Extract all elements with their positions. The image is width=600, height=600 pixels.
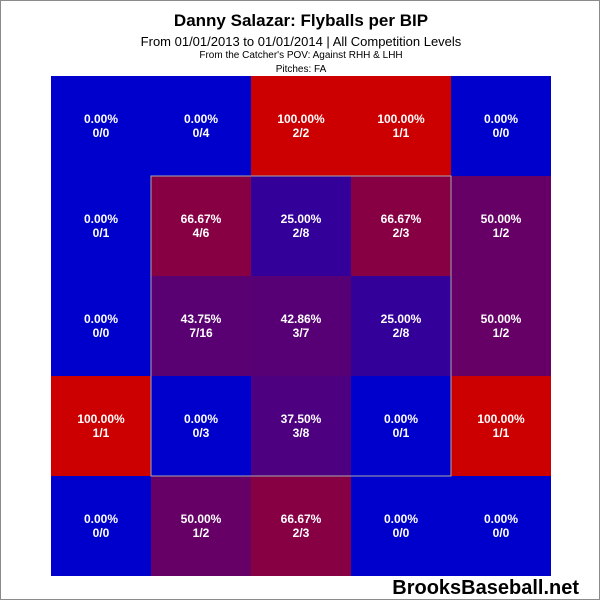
brand-watermark: BrooksBaseball.net bbox=[392, 577, 579, 599]
cell-pct-label: 0.00% bbox=[184, 112, 218, 126]
heatmap-cell-r3-c1 bbox=[151, 376, 251, 476]
cell-pct-label: 0.00% bbox=[84, 212, 118, 226]
cell-pct-label: 100.00% bbox=[377, 112, 425, 126]
heatmap-cell-r0-c4 bbox=[451, 76, 551, 176]
heatmap-cell-r1-c4 bbox=[451, 176, 551, 276]
heatmap-cell-r2-c4 bbox=[451, 276, 551, 376]
heatmap-cell-r0-c1 bbox=[151, 76, 251, 176]
pitches-line: Pitches: FA bbox=[275, 64, 327, 75]
cell-ratio-label: 0/1 bbox=[393, 426, 410, 440]
cell-pct-label: 100.00% bbox=[77, 412, 125, 426]
cell-pct-label: 50.00% bbox=[481, 312, 522, 326]
cell-pct-label: 25.00% bbox=[381, 312, 422, 326]
cell-ratio-label: 0/0 bbox=[93, 126, 110, 140]
strike-zone-outline bbox=[150, 175, 452, 477]
cell-ratio-label: 3/8 bbox=[293, 426, 310, 440]
cell-ratio-label: 1/2 bbox=[493, 326, 510, 340]
pov-line: From the Catcher's POV: Against RHH & LH… bbox=[199, 50, 403, 61]
cell-ratio-label: 2/3 bbox=[293, 526, 310, 540]
heatmap-cell-r2-c0 bbox=[51, 276, 151, 376]
cell-ratio-label: 2/8 bbox=[393, 326, 410, 340]
cell-ratio-label: 2/8 bbox=[293, 226, 310, 240]
heatmap-cell-r1-c2 bbox=[251, 176, 351, 276]
cell-pct-label: 0.00% bbox=[84, 112, 118, 126]
heatmap-cell-r4-c3 bbox=[351, 476, 451, 576]
cell-ratio-label: 0/0 bbox=[493, 126, 510, 140]
cell-pct-label: 0.00% bbox=[84, 512, 118, 526]
cell-ratio-label: 1/1 bbox=[493, 426, 510, 440]
cell-pct-label: 66.67% bbox=[281, 512, 322, 526]
cell-ratio-label: 0/0 bbox=[93, 526, 110, 540]
heatmap-cell-r0-c3 bbox=[351, 76, 451, 176]
cell-ratio-label: 0/0 bbox=[393, 526, 410, 540]
cell-ratio-label: 0/0 bbox=[93, 326, 110, 340]
heatmap-cell-r2-c3 bbox=[351, 276, 451, 376]
heatmap-cell-r1-c3 bbox=[351, 176, 451, 276]
cell-pct-label: 0.00% bbox=[184, 412, 218, 426]
heatmap-cell-r3-c0 bbox=[51, 376, 151, 476]
heatmap-cell-r4-c2 bbox=[251, 476, 351, 576]
cell-ratio-label: 2/2 bbox=[293, 126, 310, 140]
cell-ratio-label: 0/0 bbox=[493, 526, 510, 540]
cell-ratio-label: 0/3 bbox=[193, 426, 210, 440]
cell-pct-label: 43.75% bbox=[181, 312, 222, 326]
cell-pct-label: 66.67% bbox=[181, 212, 222, 226]
cell-ratio-label: 1/2 bbox=[193, 526, 210, 540]
heatmap-cell-r2-c2 bbox=[251, 276, 351, 376]
cell-pct-label: 25.00% bbox=[281, 212, 322, 226]
cell-ratio-label: 4/6 bbox=[193, 226, 210, 240]
heatmap-cell-r4-c0 bbox=[51, 476, 151, 576]
cell-ratio-label: 3/7 bbox=[293, 326, 310, 340]
cell-pct-label: 0.00% bbox=[84, 312, 118, 326]
cell-pct-label: 42.86% bbox=[281, 312, 322, 326]
chart-subtitle: From 01/01/2013 to 01/01/2014 | All Comp… bbox=[140, 34, 462, 49]
heatmap-cell-r0-c2 bbox=[251, 76, 351, 176]
cell-pct-label: 50.00% bbox=[181, 512, 222, 526]
cell-ratio-label: 0/1 bbox=[93, 226, 110, 240]
cell-ratio-label: 1/2 bbox=[493, 226, 510, 240]
cell-pct-label: 0.00% bbox=[384, 412, 418, 426]
cell-ratio-label: 0/4 bbox=[193, 126, 210, 140]
heatmap-cell-r4-c4 bbox=[451, 476, 551, 576]
heatmap-cell-r3-c2 bbox=[251, 376, 351, 476]
cell-pct-label: 50.00% bbox=[481, 212, 522, 226]
cell-pct-label: 0.00% bbox=[484, 112, 518, 126]
cell-pct-label: 100.00% bbox=[277, 112, 325, 126]
heatmap-cell-r3-c4 bbox=[451, 376, 551, 476]
chart-title: Danny Salazar: Flyballs per BIP bbox=[173, 11, 429, 30]
cell-ratio-label: 7/16 bbox=[189, 326, 213, 340]
heatmap-cell-r4-c1 bbox=[151, 476, 251, 576]
cell-ratio-label: 2/3 bbox=[393, 226, 410, 240]
cell-pct-label: 37.50% bbox=[281, 412, 322, 426]
cell-ratio-label: 1/1 bbox=[93, 426, 110, 440]
cell-pct-label: 0.00% bbox=[384, 512, 418, 526]
cell-pct-label: 66.67% bbox=[381, 212, 422, 226]
cell-pct-label: 0.00% bbox=[484, 512, 518, 526]
heatmap-cell-r2-c1 bbox=[151, 276, 251, 376]
cell-ratio-label: 1/1 bbox=[393, 126, 410, 140]
heatmap-cell-r1-c0 bbox=[51, 176, 151, 276]
heatmap-cell-r3-c3 bbox=[351, 376, 451, 476]
heatmap-cell-r1-c1 bbox=[151, 176, 251, 276]
cell-pct-label: 100.00% bbox=[477, 412, 525, 426]
heatmap-cell-r0-c0 bbox=[51, 76, 151, 176]
